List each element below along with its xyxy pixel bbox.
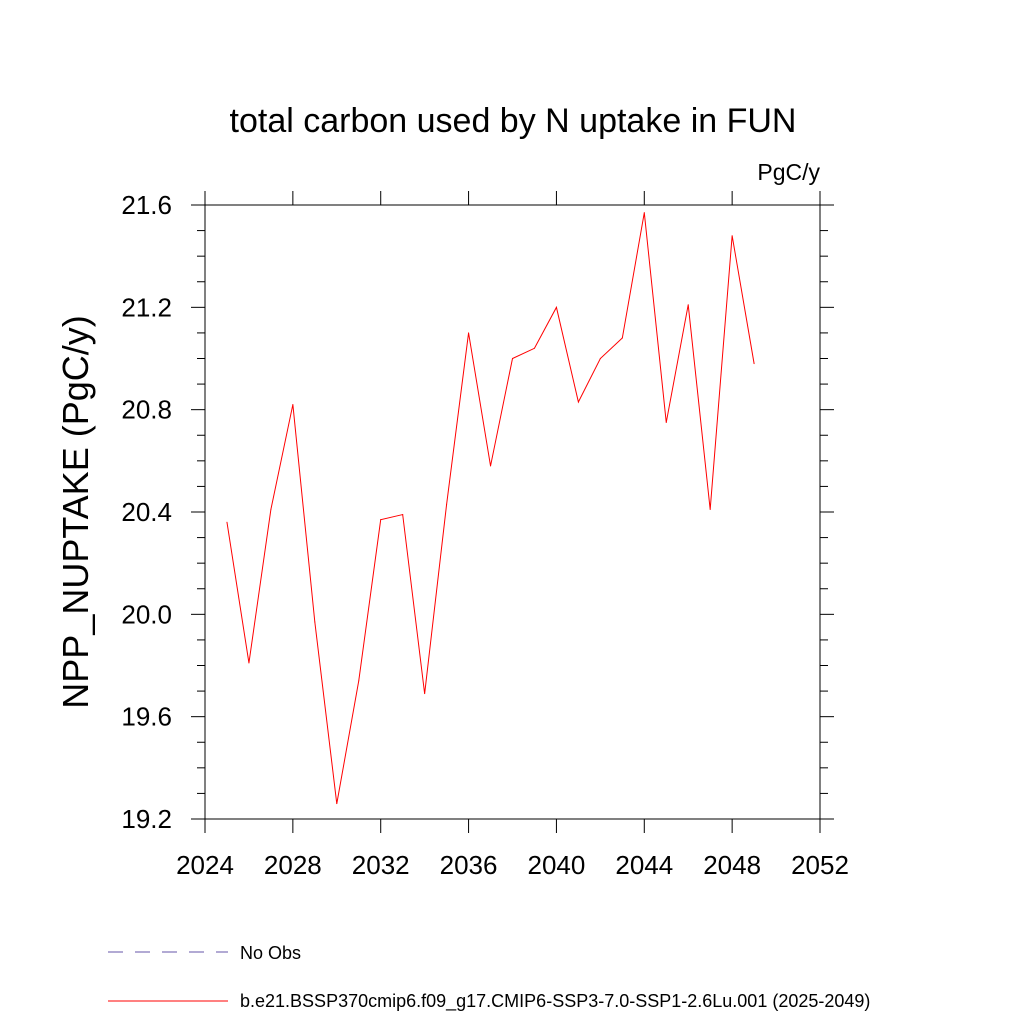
data-point — [248, 662, 250, 664]
data-point — [709, 508, 711, 510]
data-point — [446, 503, 448, 505]
data-point — [512, 358, 513, 359]
series-line — [226, 212, 755, 804]
legend-label-model-run: b.e21.BSSP370cmip6.f09_g17.CMIP6-SSP3-7.… — [240, 991, 870, 1012]
data-point — [753, 363, 755, 365]
y-tick-label: 19.6 — [121, 702, 172, 732]
x-tick-label: 2028 — [264, 850, 322, 880]
data-point — [533, 347, 535, 349]
data-point — [292, 404, 294, 406]
legend: No Obs b.e21.BSSP370cmip6.f09_g17.CMIP6-… — [108, 943, 870, 1012]
series-layer — [226, 212, 755, 805]
data-point — [336, 803, 338, 805]
chart-title: total carbon used by N uptake in FUN — [230, 102, 797, 140]
data-point — [358, 680, 360, 682]
x-axis: 2024 2028 2032 2036 2040 2044 2048 2052 — [176, 191, 849, 880]
units-label: PgC/y — [757, 159, 820, 185]
y-tick-label: 20.0 — [121, 599, 172, 629]
data-point — [314, 621, 316, 623]
data-point — [687, 304, 689, 306]
data-point — [643, 212, 645, 214]
data-point — [731, 235, 733, 237]
data-point — [599, 358, 601, 359]
data-point — [226, 521, 228, 523]
x-tick-label: 2040 — [528, 850, 586, 880]
y-axis: 19.2 19.6 20.0 20.4 20.8 21.2 21.6 — [121, 190, 834, 834]
y-tick-label: 21.6 — [121, 190, 172, 220]
x-tick-label: 2052 — [791, 850, 849, 880]
data-point — [621, 337, 623, 339]
x-tick-label: 2048 — [703, 850, 761, 880]
data-point — [402, 514, 404, 516]
data-point — [424, 693, 426, 695]
data-point — [555, 306, 557, 308]
y-tick-label: 20.4 — [121, 497, 172, 527]
y-tick-label: 19.2 — [121, 804, 172, 834]
x-tick-label: 2024 — [176, 850, 234, 880]
data-point — [380, 519, 382, 521]
data-point — [270, 508, 272, 510]
y-tick-label: 20.8 — [121, 395, 172, 425]
legend-label-no-obs: No Obs — [240, 943, 301, 963]
x-tick-label: 2036 — [440, 850, 498, 880]
plot-frame — [204, 204, 821, 820]
x-tick-label: 2032 — [352, 850, 410, 880]
data-point — [490, 465, 492, 467]
x-tick-label: 2044 — [615, 850, 673, 880]
data-point — [665, 421, 667, 423]
y-axis-label: NPP_NUPTAKE (PgC/y) — [55, 315, 96, 708]
data-point — [468, 332, 470, 334]
data-point — [577, 401, 579, 403]
y-tick-label: 21.2 — [121, 292, 172, 322]
